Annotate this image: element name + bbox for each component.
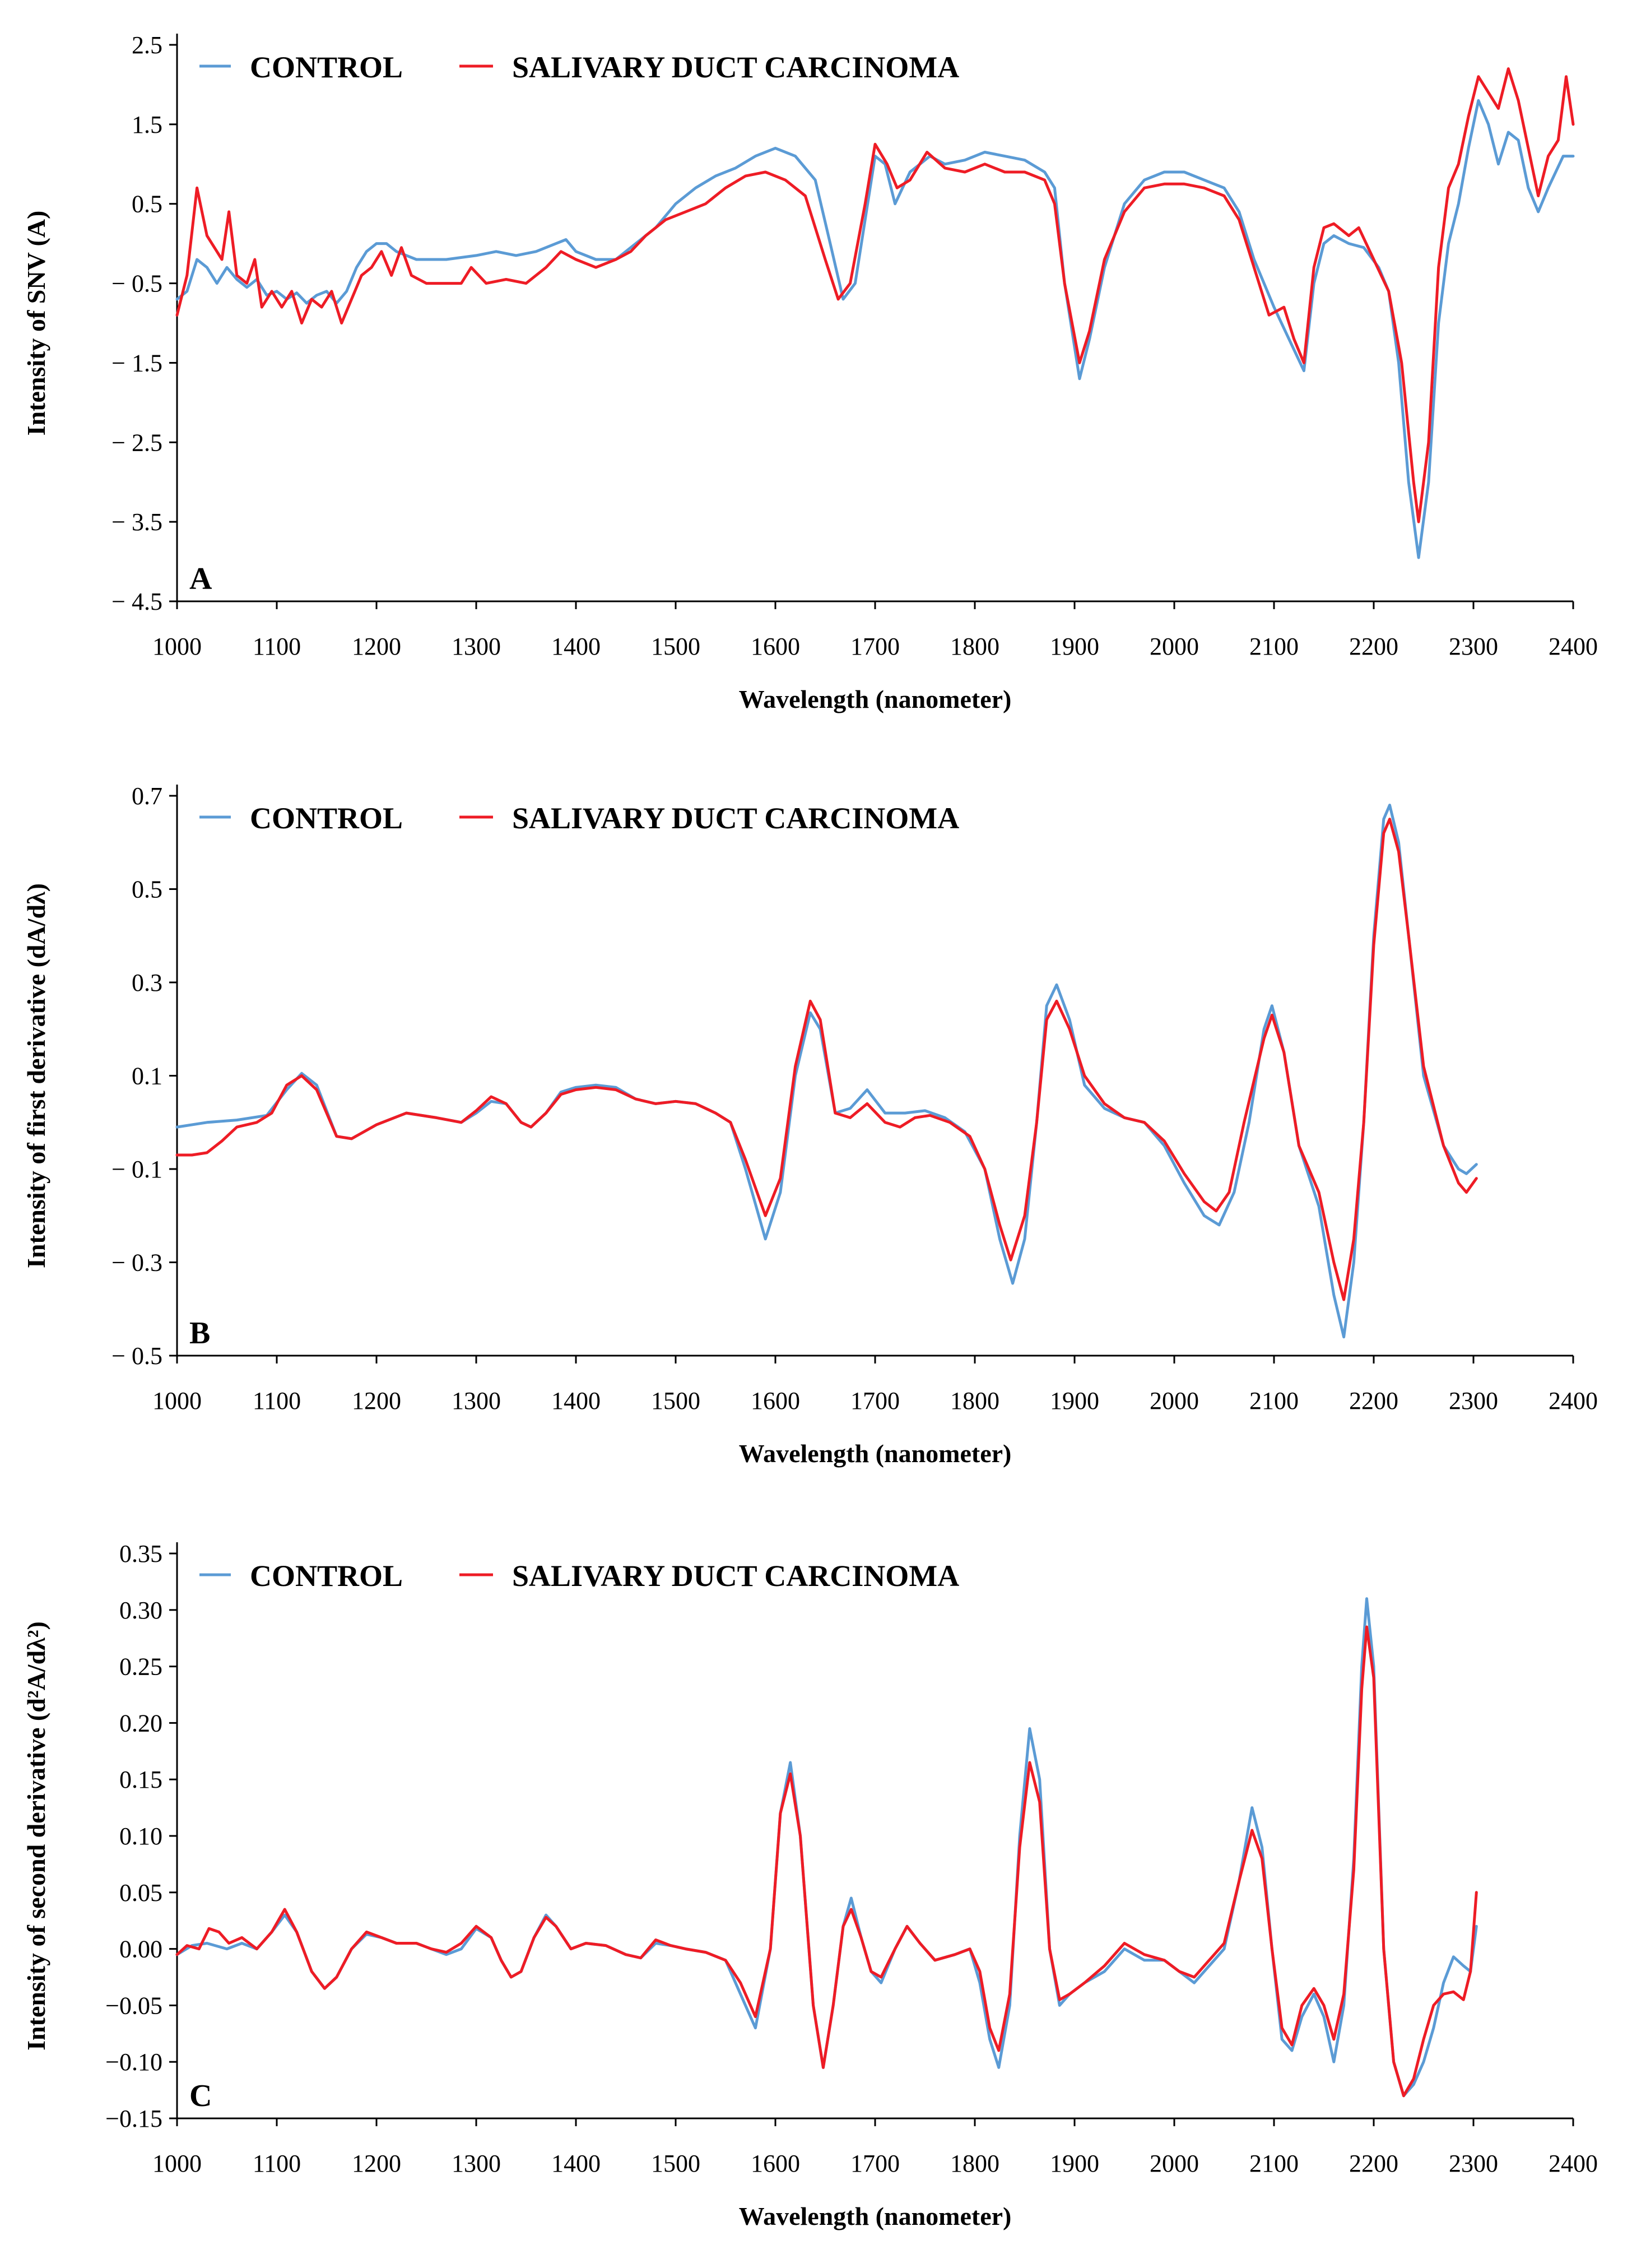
x-tick-label: 1100 xyxy=(253,1387,301,1414)
y-tick-label: 0.05 xyxy=(119,1879,162,1907)
x-tick-label: 1200 xyxy=(352,1387,401,1414)
x-tick-label: 1400 xyxy=(551,2150,601,2177)
y-tick-label: 0.20 xyxy=(119,1709,162,1737)
x-tick-label: 1200 xyxy=(352,633,401,660)
y-tick-label: 1.5 xyxy=(132,111,162,138)
y-tick-label: 0.3 xyxy=(132,969,162,996)
x-tick-label: 2200 xyxy=(1349,1387,1398,1414)
panel-label: B xyxy=(189,1316,210,1351)
x-tick-label: 2300 xyxy=(1449,633,1498,660)
x-tick-label: 1000 xyxy=(152,1387,202,1414)
legend-label-control: CONTROL xyxy=(250,801,403,835)
x-tick-label: 2100 xyxy=(1249,633,1299,660)
y-tick-label: − 0.5 xyxy=(111,270,162,298)
y-axis-title: Intensity of SNV (A) xyxy=(22,211,50,436)
y-tick-label: 0.10 xyxy=(119,1822,162,1850)
y-tick-label: −0.05 xyxy=(105,1992,162,2019)
y-tick-label: −0.10 xyxy=(105,2048,162,2076)
y-tick-label: 0.1 xyxy=(132,1063,162,1090)
x-tick-label: 1500 xyxy=(651,1387,700,1414)
x-tick-label: 1100 xyxy=(253,633,301,660)
series-line-control xyxy=(175,99,1575,559)
y-tick-label: 0.15 xyxy=(119,1766,162,1793)
series-line-carcinoma xyxy=(175,1625,1478,2098)
y-tick-label: − 0.3 xyxy=(111,1249,162,1277)
y-tick-label: 0.30 xyxy=(119,1597,162,1624)
legend-label-control: CONTROL xyxy=(250,1559,403,1593)
x-tick-label: 2400 xyxy=(1549,2150,1598,2177)
legend-label-carcinoma: SALIVARY DUCT CARCINOMA xyxy=(512,801,959,835)
y-tick-label: − 1.5 xyxy=(111,349,162,377)
x-axis-title: Wavelength (nanometer) xyxy=(739,2202,1012,2230)
x-tick-label: 1700 xyxy=(850,633,900,660)
chart-panel-c: 0.35 0.30 0.25 0.20 0.15 0.10 0.05 0.00 −0.05 −0.… xyxy=(22,1540,1598,2230)
x-tick-label: 2400 xyxy=(1549,633,1598,660)
y-tick-label: 2.5 xyxy=(132,31,162,59)
x-tick-label: 1800 xyxy=(950,1387,999,1414)
x-tick-label: 1600 xyxy=(751,633,800,660)
legend-label-control: CONTROL xyxy=(250,50,403,84)
panel-label: A xyxy=(189,562,212,596)
x-tick-label: 1600 xyxy=(751,1387,800,1414)
x-tick-label: 1000 xyxy=(152,2150,202,2177)
x-tick-label: 1900 xyxy=(1050,633,1099,660)
x-tick-label: 1300 xyxy=(452,633,501,660)
y-axis-title: Intensity of second derivative (d²A/dλ²) xyxy=(22,1621,50,2051)
x-tick-label: 1000 xyxy=(152,633,202,660)
x-tick-label: 2400 xyxy=(1549,1387,1598,1414)
x-tick-label: 1400 xyxy=(551,1387,601,1414)
x-tick-label: 1400 xyxy=(551,633,601,660)
x-tick-label: 1900 xyxy=(1050,1387,1099,1414)
series-line-control xyxy=(175,804,1478,1339)
legend-label-carcinoma: SALIVARY DUCT CARCINOMA xyxy=(512,50,959,84)
y-tick-label: 0.5 xyxy=(132,876,162,903)
x-tick-label: 1700 xyxy=(850,1387,900,1414)
x-tick-label: 2200 xyxy=(1349,2150,1398,2177)
y-tick-label: 0.7 xyxy=(132,782,162,810)
x-tick-label: 1900 xyxy=(1050,2150,1099,2177)
x-axis-title: Wavelength (nanometer) xyxy=(739,685,1012,713)
y-tick-label: − 0.1 xyxy=(111,1156,162,1183)
x-tick-label: 1500 xyxy=(651,2150,700,2177)
x-tick-label: 1600 xyxy=(751,2150,800,2177)
x-tick-label: 2100 xyxy=(1249,2150,1299,2177)
chart-panel-b: 0.7 0.5 0.3 0.1 − 0.1 − 0.3 − 0.5 1000 1100 1200 1… xyxy=(22,782,1598,1468)
legend-label-carcinoma: SALIVARY DUCT CARCINOMA xyxy=(512,1559,959,1593)
y-tick-label: 0.25 xyxy=(119,1653,162,1681)
x-tick-label: 2000 xyxy=(1150,2150,1199,2177)
series-line-carcinoma xyxy=(175,67,1575,523)
y-tick-label: 0.00 xyxy=(119,1936,162,1963)
x-tick-label: 1500 xyxy=(651,633,700,660)
x-tick-label: 1200 xyxy=(352,2150,401,2177)
y-tick-label: − 3.5 xyxy=(111,508,162,536)
y-tick-label: − 4.5 xyxy=(111,588,162,615)
series-line-carcinoma xyxy=(175,818,1478,1301)
y-tick-label: − 0.5 xyxy=(111,1342,162,1370)
x-tick-label: 2200 xyxy=(1349,633,1398,660)
y-tick-label: −0.15 xyxy=(105,2105,162,2132)
x-tick-label: 2000 xyxy=(1150,1387,1199,1414)
x-tick-label: 1700 xyxy=(850,2150,900,2177)
x-tick-label: 2100 xyxy=(1249,1387,1299,1414)
x-tick-label: 1300 xyxy=(452,1387,501,1414)
y-axis-title: Intensity of first derivative (dA/dλ) xyxy=(22,883,50,1268)
chart-panel-a: 2.5 1.5 0.5 − 0.5 − 1.5 − 2.5 − 3.5 − 4.5 1000 11… xyxy=(22,31,1598,713)
x-tick-label: 1300 xyxy=(452,2150,501,2177)
x-tick-label: 2300 xyxy=(1449,2150,1498,2177)
panel-label: C xyxy=(189,2079,212,2113)
y-tick-label: 0.5 xyxy=(132,191,162,218)
x-tick-label: 1800 xyxy=(950,2150,999,2177)
x-axis-title: Wavelength (nanometer) xyxy=(739,1439,1012,1468)
y-tick-label: − 2.5 xyxy=(111,429,162,456)
y-tick-label: 0.35 xyxy=(119,1540,162,1567)
x-tick-label: 2000 xyxy=(1150,633,1199,660)
x-tick-label: 1100 xyxy=(253,2150,301,2177)
x-tick-label: 2300 xyxy=(1449,1387,1498,1414)
x-tick-label: 1800 xyxy=(950,633,999,660)
